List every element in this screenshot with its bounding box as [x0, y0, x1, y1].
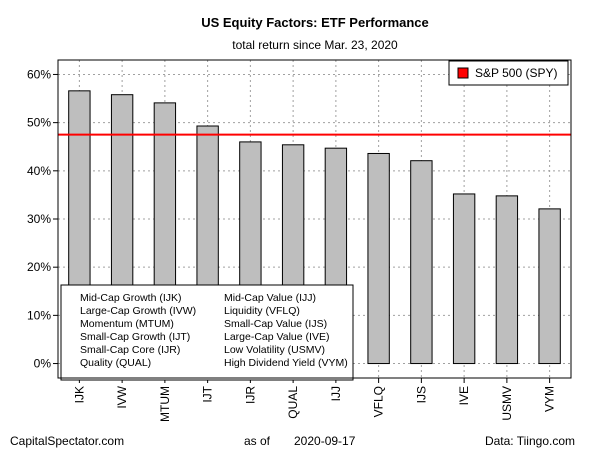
ticker-key-entry: Liquidity (VFLQ) — [224, 305, 300, 317]
y-tick-label: 0% — [34, 357, 52, 371]
ticker-key-entry: Large-Cap Growth (IVW) — [80, 305, 196, 317]
ticker-key-entry: Low Volatility (USMV) — [224, 344, 325, 356]
plot-frame — [57, 59, 572, 379]
ticker-key-entry: Small-Cap Core (IJR) — [80, 344, 180, 356]
y-axis: 0% 10% 20% 30% 40% 50% 60% — [27, 67, 58, 371]
y-tick-label: 30% — [27, 212, 51, 226]
ticker-key-entries: Mid-Cap Growth (IJK)Large-Cap Growth (IV… — [80, 292, 348, 369]
ticker-key-entry: Momentum (MTUM) — [80, 318, 174, 330]
bar-vym — [538, 208, 561, 365]
x-tick-label: IJR — [243, 386, 257, 404]
ticker-key-background — [60, 284, 354, 381]
y-tick-label: 50% — [27, 116, 51, 130]
x-tick-label: IJJ — [329, 386, 343, 401]
x-tick-label: IJK — [72, 386, 86, 403]
y-tick-label: 10% — [27, 308, 51, 322]
footer-as-of-label: as of — [244, 434, 271, 448]
x-tick-label: IVW — [115, 385, 129, 408]
x-axis: IJK IVW MTUM IJT IJR QUAL IJJ VFLQ IJS IVE USMV VYM — [72, 378, 557, 422]
y-tick-label: 20% — [27, 260, 51, 274]
bar-ijs — [410, 160, 433, 365]
ticker-key-entry: High Dividend Yield (VYM) — [224, 357, 348, 369]
chart-subtitle: total return since Mar. 23, 2020 — [232, 38, 398, 52]
legend-box — [448, 60, 569, 86]
ticker-key-entry: Large-Cap Value (IVE) — [224, 331, 329, 343]
y-tick-label: 60% — [27, 67, 51, 81]
legend-label: S&P 500 (SPY) — [475, 66, 558, 80]
bar-usmv — [495, 195, 519, 365]
bar-ive — [452, 193, 476, 365]
x-tick-label: QUAL — [286, 386, 300, 419]
ticker-key-entry: Small-Cap Value (IJS) — [224, 318, 327, 330]
ticker-key-entry: Mid-Cap Growth (IJK) — [80, 292, 182, 304]
ticker-key-entry: Quality (QUAL) — [80, 357, 151, 369]
footer-date: 2020-09-17 — [294, 434, 356, 448]
x-tick-label: IJT — [201, 385, 215, 402]
y-tick-label: 40% — [27, 164, 51, 178]
x-tick-label: VYM — [543, 386, 557, 412]
footer-source-site: CapitalSpectator.com — [10, 434, 124, 448]
x-tick-label: MTUM — [158, 386, 172, 422]
ticker-key-box: Mid-Cap Growth (IJK)Large-Cap Growth (IV… — [60, 284, 354, 381]
bar-vflq — [367, 152, 390, 365]
legend: S&P 500 (SPY) — [448, 60, 569, 86]
x-tick-label: USMV — [500, 386, 514, 421]
ticker-key-entry: Mid-Cap Value (IJJ) — [224, 292, 316, 304]
ticker-key-entry: Small-Cap Growth (IJT) — [80, 331, 190, 343]
x-tick-label: IJS — [414, 386, 428, 403]
footer-data-source: Data: Tiingo.com — [485, 434, 575, 448]
legend-swatch — [457, 67, 469, 79]
chart-title: US Equity Factors: ETF Performance — [201, 15, 429, 30]
x-tick-label: VFLQ — [372, 386, 386, 417]
x-tick-label: IVE — [457, 386, 471, 405]
